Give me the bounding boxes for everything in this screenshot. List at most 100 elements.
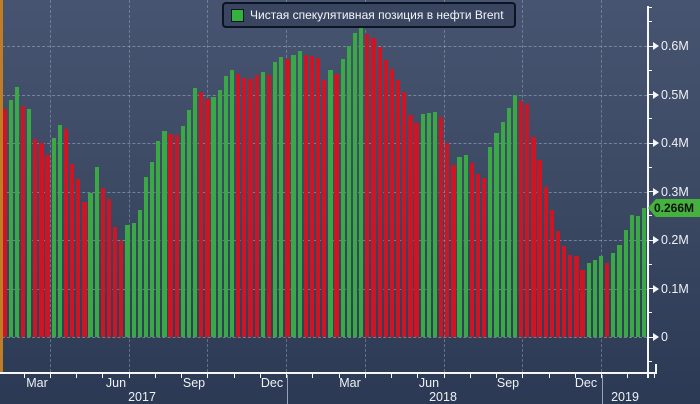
data-bar: [199, 92, 204, 337]
data-bar: [605, 262, 610, 337]
x-axis-month-tick: [548, 372, 550, 378]
data-bar: [223, 76, 229, 337]
data-bar: [2, 109, 7, 337]
data-bar: [574, 256, 579, 337]
h-gridline: [2, 337, 647, 338]
data-bar: [537, 159, 542, 337]
data-bar: [439, 116, 444, 337]
data-bar: [617, 244, 622, 337]
data-bar: [248, 78, 253, 337]
data-bar: [402, 92, 407, 337]
data-bar: [33, 139, 38, 337]
data-bar: [586, 262, 591, 337]
x-axis-month-tick: [469, 372, 471, 378]
data-bar: [186, 110, 192, 337]
x-axis-month-tick: [653, 372, 655, 378]
data-bar: [285, 58, 290, 337]
data-bar: [316, 58, 321, 337]
x-axis-month-tick: [154, 372, 156, 378]
x-axis-month-label: Jun: [418, 376, 440, 390]
data-bar: [555, 231, 561, 337]
y-tick-arrow-icon: [653, 236, 659, 244]
data-bar: [592, 259, 598, 337]
x-axis-month-tick: [496, 372, 497, 378]
data-bar: [512, 94, 518, 337]
data-bar: [8, 100, 13, 337]
data-bar: [193, 88, 198, 337]
x-axis-month-label: Sep: [496, 376, 520, 390]
data-bar: [598, 256, 604, 337]
data-bar: [395, 79, 401, 337]
x-axis-month-tick: [181, 372, 182, 378]
data-bar: [63, 129, 69, 337]
data-bar: [119, 240, 124, 337]
x-axis-month-label: Sep: [182, 376, 206, 390]
data-bar: [328, 70, 333, 337]
x-axis-month-label: Mar: [339, 376, 361, 390]
y-axis-major-tick: [647, 288, 654, 289]
data-bar: [518, 100, 524, 337]
v-gridline-quarter: [601, 0, 602, 372]
y-axis-top-tick: [647, 7, 652, 8]
x-axis-month-tick: [207, 372, 209, 378]
data-bar: [174, 134, 179, 337]
y-axis-label: 0.6M: [661, 39, 689, 53]
y-axis-major-tick: [647, 336, 654, 338]
data-bar: [70, 163, 75, 337]
y-tick-arrow-icon: [653, 284, 659, 293]
data-bar: [475, 173, 481, 337]
data-bar: [236, 74, 241, 337]
data-bar: [51, 138, 56, 337]
y-axis-minor-tick: [647, 21, 652, 23]
data-bar: [568, 254, 573, 337]
y-axis-minor-tick: [647, 166, 652, 168]
last-value-badge: 0.266M: [648, 198, 700, 217]
y-axis-label: 0.3M: [661, 184, 689, 199]
x-axis-month-tick: [76, 372, 77, 378]
data-bar: [113, 226, 118, 337]
data-bar: [623, 230, 628, 337]
data-bar: [229, 70, 235, 337]
data-bar: [408, 115, 413, 337]
data-bar: [562, 246, 567, 337]
data-bar: [20, 105, 26, 337]
y-axis-minor-tick: [647, 360, 652, 362]
data-bar: [100, 188, 106, 337]
x-axis-month-label: Jun: [105, 376, 127, 390]
data-bar: [137, 209, 142, 337]
data-bar: [371, 38, 376, 337]
data-bar: [39, 143, 44, 337]
data-bar: [57, 124, 62, 337]
data-bar: [525, 103, 530, 337]
y-axis-minor-tick: [647, 118, 652, 120]
x-axis-month-tick: [233, 372, 235, 378]
data-bar: [125, 224, 130, 337]
data-bar: [279, 57, 284, 337]
data-bar: [414, 123, 419, 337]
data-bar: [94, 167, 99, 337]
data-bar: [88, 192, 93, 337]
data-bar: [389, 68, 395, 337]
data-bar: [266, 75, 272, 337]
x-axis-month-tick: [338, 372, 340, 378]
data-bar: [334, 73, 339, 337]
data-bar: [156, 140, 161, 337]
data-bar: [272, 62, 278, 337]
data-bar: [377, 46, 382, 337]
x-axis-month-tick: [417, 372, 419, 378]
plot-left-edge-line: [0, 0, 3, 372]
x-axis-year-label: 2017: [128, 390, 156, 404]
y-tick-arrow-icon: [653, 333, 659, 341]
x-axis-month-tick: [627, 372, 629, 378]
y-tick-arrow-icon: [653, 139, 659, 147]
data-bar: [383, 59, 388, 337]
y-axis-label: 0.5M: [661, 87, 689, 102]
x-axis-month-tick: [364, 372, 366, 378]
legend-box[interactable]: Чистая спекулятивная позиция в нефти Bre…: [222, 2, 516, 28]
v-gridline-quarter: [49, 0, 51, 372]
y-axis-label: 0.4M: [661, 136, 689, 150]
x-axis-end-tick: [655, 364, 657, 372]
x-axis-month-tick: [102, 372, 104, 378]
v-gridline-quarter: [443, 0, 445, 372]
